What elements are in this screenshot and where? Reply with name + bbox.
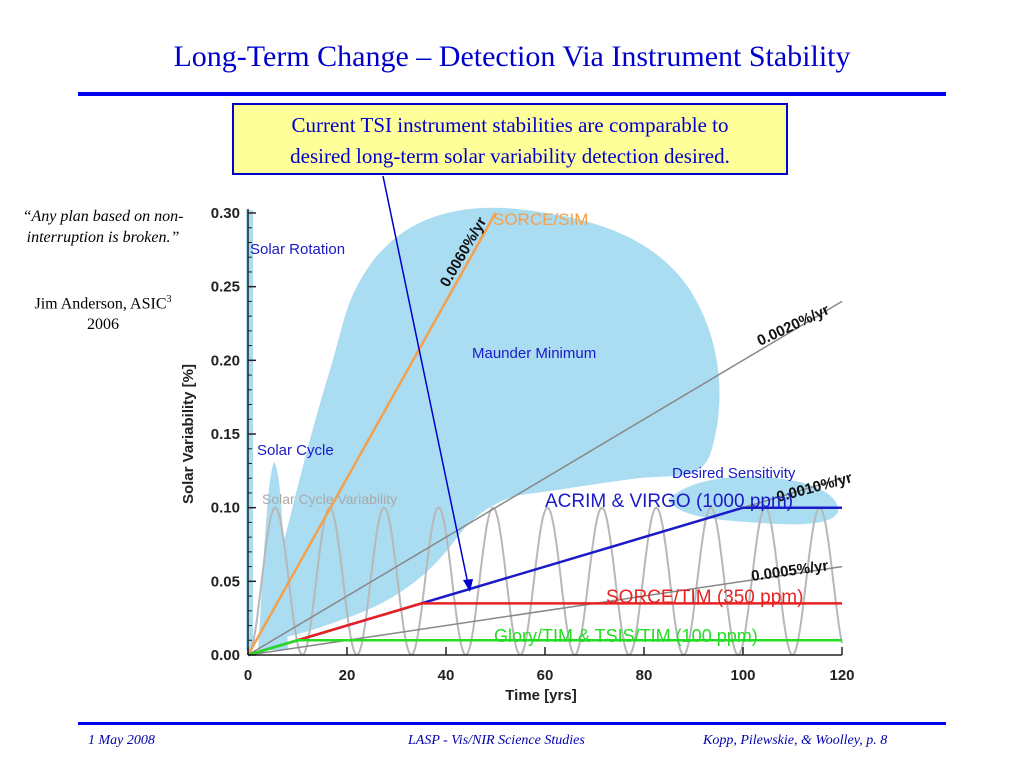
slide-title: Long-Term Change – Detection Via Instrum… <box>173 40 851 73</box>
cycle-variability-curve <box>465 506 521 656</box>
series-label: Glory/TIM & TSIS/TIM (100 ppm) <box>494 626 758 646</box>
footer-center: LASP - Vis/NIR Science Studies <box>408 733 585 748</box>
quote-attribution: Jim Anderson, ASIC3 2006 <box>14 289 192 335</box>
cycle-variability-curve <box>247 506 303 656</box>
footer-right: Kopp, Pilewskie, & Woolley, p. 8 <box>703 733 888 748</box>
attribution-superscript: 3 <box>166 294 172 305</box>
x-tick-label: 40 <box>438 667 455 684</box>
solar-rotation-band <box>246 210 253 650</box>
series-label: ACRIM & VIRGO (1000 ppm) <box>545 491 793 512</box>
cycle-variability-curve <box>519 506 576 656</box>
footer-divider <box>78 722 946 725</box>
x-tick-label: 120 <box>829 667 854 684</box>
footer-date: 1 May 2008 <box>88 733 155 748</box>
series-label: SORCE/SIM <box>493 210 588 229</box>
cycle-variability-curve <box>791 506 843 656</box>
region-label: Solar Cycle <box>257 442 334 459</box>
x-axis-label: Time [yrs] <box>505 687 576 704</box>
y-tick-label: 0.00 <box>211 647 240 664</box>
x-tick-label: 80 <box>636 667 653 684</box>
callout-box: Current TSI instrument stabilities are c… <box>232 103 788 175</box>
region-label: Solar Cycle Variability <box>262 491 397 507</box>
callout-arrowhead <box>463 579 473 592</box>
trend-line-label: 0.0020%/yr <box>755 301 833 349</box>
x-tick-label: 100 <box>730 667 755 684</box>
cycle-variability-curve <box>574 506 630 656</box>
region-label: Desired Sensitivity <box>672 465 796 482</box>
maunder-minimum-region <box>262 207 720 640</box>
series-line <box>247 639 842 657</box>
attribution-year: 2006 <box>87 316 119 334</box>
y-tick-label: 0.20 <box>211 352 240 369</box>
x-tick-label: 60 <box>537 667 554 684</box>
callout-line-1: Current TSI instrument stabilities are c… <box>291 113 729 137</box>
series-label: SORCE/TIM (350 ppm) <box>606 587 803 608</box>
x-tick-label: 20 <box>339 667 356 684</box>
desired-sensitivity-region <box>668 476 839 525</box>
series-line <box>246 212 497 656</box>
quote-text: “Any plan based on non-interruption is b… <box>22 208 184 246</box>
x-tick-label: 0 <box>244 667 252 684</box>
region-label: Solar Rotation <box>250 241 345 258</box>
attribution-name: Jim Anderson, ASIC <box>34 295 167 313</box>
callout-pointer <box>382 175 469 585</box>
solar-cycle-band <box>258 462 288 650</box>
cycle-variability-curve <box>683 506 739 656</box>
region-label: Maunder Minimum <box>472 345 596 362</box>
y-tick-label: 0.25 <box>211 279 240 296</box>
callout-line-2: desired long-term solar variability dete… <box>290 144 730 168</box>
cycle-variability-curve <box>628 506 685 656</box>
series-line <box>247 602 842 657</box>
title-divider <box>78 92 946 96</box>
y-tick-label: 0.30 <box>211 205 240 222</box>
y-tick-label: 0.15 <box>211 426 240 443</box>
y-tick-label: 0.05 <box>211 573 240 590</box>
cycle-variability-curve <box>356 506 412 656</box>
trend-line-label: 0.0005%/yr <box>750 557 829 585</box>
trend-line <box>247 300 843 656</box>
axes-layer <box>247 209 843 656</box>
region-layer <box>246 207 839 650</box>
y-axis-label: Solar Variability [%] <box>180 364 197 504</box>
lines-layer <box>246 212 843 657</box>
cycle-variability-curve <box>410 506 467 656</box>
y-tick-label: 0.10 <box>211 500 240 517</box>
